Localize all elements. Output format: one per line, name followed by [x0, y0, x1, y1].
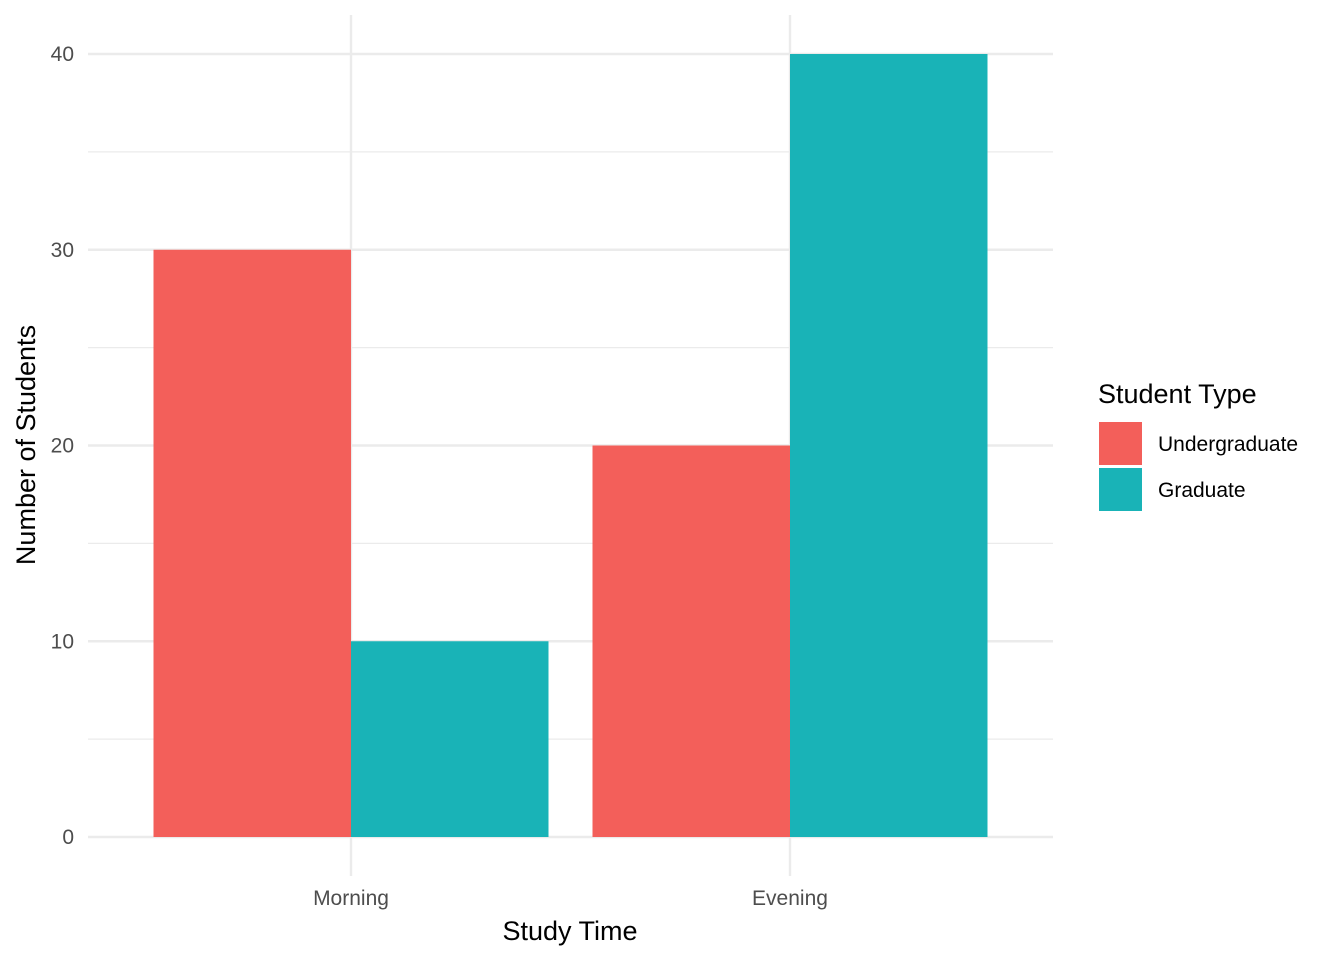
legend-title: Student Type [1098, 379, 1257, 409]
bars-layer [153, 54, 988, 837]
x-tick-label: Morning [313, 887, 389, 910]
legend: Student Type Undergraduate Graduate [1098, 379, 1298, 511]
x-tick-label: Evening [752, 887, 828, 910]
y-tick-label: 20 [51, 435, 74, 458]
y-axis-title: Number of Students [11, 325, 41, 565]
y-tick-label: 40 [51, 43, 74, 66]
y-axis-ticks: 0 10 20 30 40 [51, 43, 74, 849]
legend-label-undergraduate: Undergraduate [1158, 433, 1298, 456]
legend-key-graduate [1099, 468, 1142, 511]
y-tick-label: 30 [51, 239, 74, 262]
x-axis-ticks: Morning Evening [313, 887, 828, 910]
y-tick-label: 10 [51, 630, 74, 653]
bar-morning-undergraduate [153, 249, 351, 837]
legend-key-undergraduate [1099, 422, 1142, 465]
x-axis-title: Study Time [502, 916, 637, 946]
bar-morning-graduate [351, 641, 549, 837]
bar-evening-graduate [790, 54, 988, 837]
legend-items: Undergraduate Graduate [1099, 422, 1298, 511]
y-tick-label: 0 [62, 826, 74, 849]
bar-evening-undergraduate [592, 445, 790, 837]
legend-label-graduate: Graduate [1158, 479, 1246, 502]
